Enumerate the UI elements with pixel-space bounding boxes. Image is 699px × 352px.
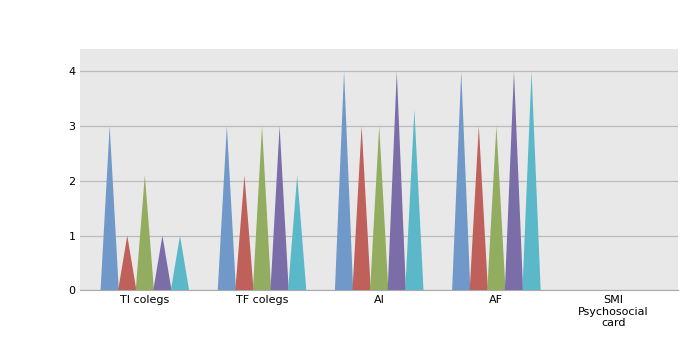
- Polygon shape: [470, 126, 488, 290]
- Polygon shape: [370, 126, 389, 290]
- Polygon shape: [452, 71, 470, 290]
- Polygon shape: [253, 126, 271, 290]
- Polygon shape: [352, 126, 370, 290]
- Polygon shape: [335, 71, 353, 290]
- Polygon shape: [505, 71, 523, 290]
- Polygon shape: [405, 109, 424, 290]
- Polygon shape: [487, 126, 505, 290]
- Polygon shape: [236, 175, 254, 290]
- Polygon shape: [288, 175, 306, 290]
- Polygon shape: [522, 71, 541, 290]
- Polygon shape: [136, 175, 154, 290]
- Polygon shape: [388, 71, 406, 290]
- Polygon shape: [153, 235, 171, 290]
- Polygon shape: [118, 235, 136, 290]
- Polygon shape: [171, 235, 189, 290]
- Polygon shape: [217, 126, 236, 290]
- Polygon shape: [101, 126, 119, 290]
- Polygon shape: [271, 126, 289, 290]
